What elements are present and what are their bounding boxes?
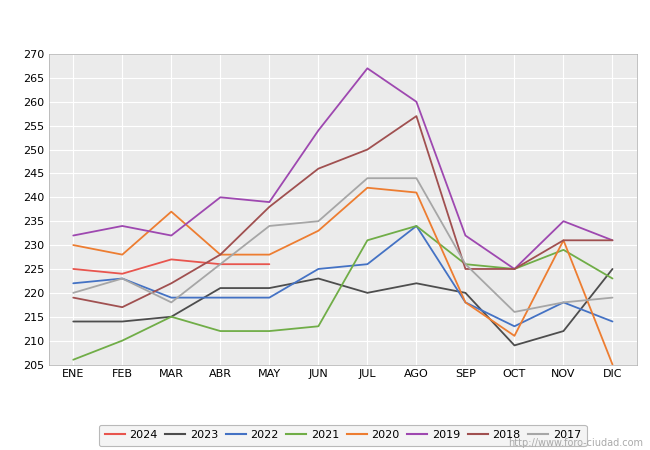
Text: http://www.foro-ciudad.com: http://www.foro-ciudad.com (508, 438, 644, 448)
Text: Afiliados en Menàrguens a 31/5/2024: Afiliados en Menàrguens a 31/5/2024 (157, 13, 493, 32)
Legend: 2024, 2023, 2022, 2021, 2020, 2019, 2018, 2017: 2024, 2023, 2022, 2021, 2020, 2019, 2018… (99, 425, 586, 446)
